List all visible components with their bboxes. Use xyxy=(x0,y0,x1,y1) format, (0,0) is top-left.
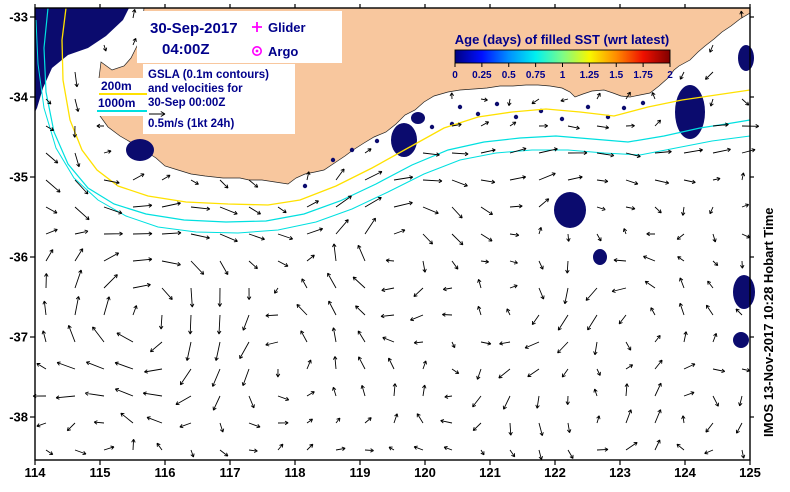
y-axis-tick-label: -36 xyxy=(9,250,28,265)
x-axis-tick-label: 119 xyxy=(350,465,371,480)
isobath-1000m-line xyxy=(43,7,751,223)
gsla-note-line1: GSLA (0.1m contours) xyxy=(148,69,269,81)
x-axis-tick-label: 118 xyxy=(285,465,306,480)
colorbar-tick-label: 0.5 xyxy=(502,70,516,81)
colorbar-tick-label: 1.25 xyxy=(580,70,600,81)
colorbar-tick-label: 1.5 xyxy=(609,70,623,81)
gsla-note-box xyxy=(143,64,295,134)
isobath-legend-box xyxy=(95,78,151,116)
colorbar-title: Age (days) of filled SST (wrt latest) xyxy=(455,32,670,47)
y-axis-tick-label: -38 xyxy=(9,410,28,425)
isobath-contours xyxy=(35,7,751,234)
gsla-note-line3: 30-Sep 00:00Z xyxy=(148,97,225,109)
colorbar xyxy=(454,49,671,64)
watermark: IMOS 13-Nov-2017 10:28 Hobart Time xyxy=(761,207,776,437)
x-axis-tick-label: 116 xyxy=(155,465,176,480)
colorbar-tick-label: 0 xyxy=(452,70,458,81)
x-axis-tick-label: 117 xyxy=(220,465,241,480)
argo-label: Argo xyxy=(268,44,298,59)
glider-label: Glider xyxy=(268,20,306,35)
x-axis-tick-label: 115 xyxy=(90,465,111,480)
x-axis-tick-label: 114 xyxy=(25,465,47,480)
y-axis-tick-label: -37 xyxy=(9,330,28,345)
isobath-200m-label: 200m xyxy=(101,79,132,93)
x-axis-tick-label: 121 xyxy=(479,465,501,480)
sst-age-patches xyxy=(35,8,755,348)
isobath-200m-line xyxy=(61,7,751,206)
scale-label: 0.5m/s (1kt 24h) xyxy=(148,118,234,130)
colorbar-tick-label: 2 xyxy=(667,70,673,81)
y-axis-tick-label: -34 xyxy=(9,90,29,105)
colorbar-tick-label: 1 xyxy=(560,70,566,81)
argo-marker-icon xyxy=(252,45,263,56)
isobath-1000m-label: 1000m xyxy=(98,96,135,110)
argo-marker-dot xyxy=(255,49,259,53)
time-label: 04:00Z xyxy=(162,41,210,58)
date-label: 30-Sep-2017 xyxy=(150,20,238,37)
isobath-outer-line xyxy=(35,19,751,234)
y-axis-tick-label: -35 xyxy=(9,170,28,185)
x-axis-tick-label: 122 xyxy=(544,465,566,480)
colorbar-tick-label: 1.75 xyxy=(633,70,653,81)
colorbar-tick-label: 0.25 xyxy=(472,70,492,81)
y-axis-tick-label: -33 xyxy=(9,10,28,25)
annotations: 30-Sep-2017 04:00Z Glider Argo GSLA (0.1… xyxy=(95,11,776,437)
x-axis-tick-label: 124 xyxy=(674,465,696,480)
velocity-arrows xyxy=(32,9,760,460)
x-axis-tick-label: 120 xyxy=(414,465,436,480)
title-box xyxy=(137,11,342,63)
colorbar-tick-labels: 0 0.25 0.5 0.75 1 1.25 1.5 1.75 2 xyxy=(452,63,673,81)
scale-arrow-icon xyxy=(149,111,166,117)
axes-frame: 114 115 116 117 118 119 120 121 122 123 124 125-33-… xyxy=(9,4,761,480)
colorbar-tick-label: 0.75 xyxy=(526,70,546,81)
gsla-note-line2: and velocities for xyxy=(148,83,243,95)
x-axis-tick-label: 123 xyxy=(609,465,631,480)
glider-marker-icon xyxy=(252,22,262,32)
x-axis-tick-label: 125 xyxy=(739,465,761,480)
